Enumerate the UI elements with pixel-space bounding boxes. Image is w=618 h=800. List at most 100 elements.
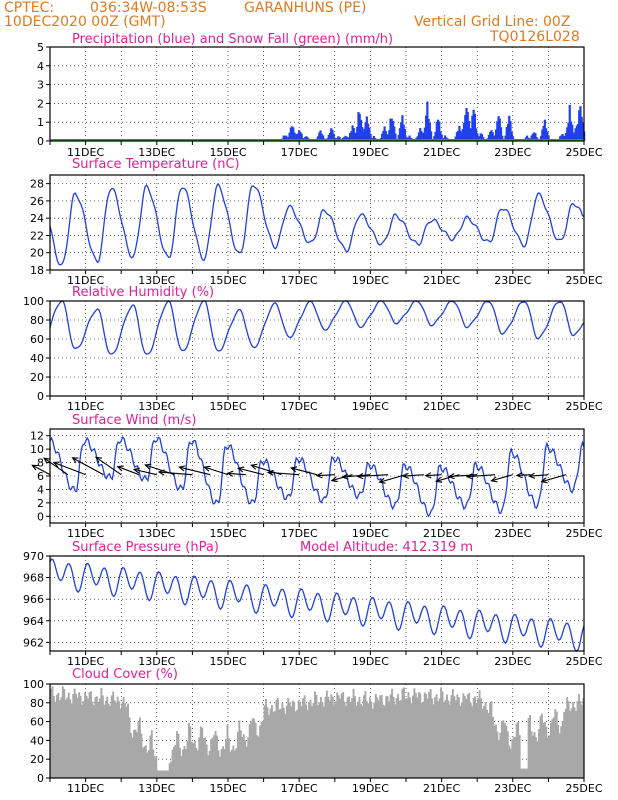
x-tick-label: 21DEC — [423, 274, 460, 287]
cloud-bar — [336, 692, 339, 778]
precip-bar — [497, 116, 500, 141]
cloud-bar — [578, 694, 580, 778]
cloud-bar — [121, 703, 124, 778]
y-tick-label: 20 — [30, 371, 44, 384]
cloud-bar — [73, 688, 76, 778]
cloud-bar — [94, 697, 97, 778]
x-tick-label: 23DEC — [494, 782, 531, 795]
precip-bar — [328, 132, 332, 141]
cloud-bar — [422, 701, 425, 778]
x-tick-label: 21DEC — [423, 655, 460, 668]
panel-title-wind: Surface Wind (m/s) — [72, 413, 196, 428]
cloud-bar — [407, 692, 410, 778]
cloud-bar — [109, 705, 112, 778]
cloud-bar — [394, 704, 397, 778]
precip-bar — [368, 127, 371, 141]
precip-bar — [358, 113, 361, 141]
cloud-bar — [50, 688, 52, 778]
cloud-bar — [408, 697, 411, 778]
cloud-bar — [349, 702, 352, 778]
wind-vector-head — [330, 476, 338, 483]
panel-title-precip: Precipitation (blue) and Snow Fall (gree… — [72, 32, 393, 47]
cloud-bar — [100, 687, 103, 778]
precip-bar — [316, 136, 320, 141]
cloud-bar — [441, 691, 444, 778]
y-tick-label: 12 — [30, 430, 44, 443]
cloud-bar — [561, 721, 564, 778]
cloud-bar — [450, 695, 453, 778]
cloud-bar — [558, 733, 561, 778]
cloud-bar — [210, 739, 213, 778]
cloud-bar — [370, 701, 373, 778]
cloud-bar — [492, 716, 494, 778]
precip-bar — [464, 115, 467, 141]
cloud-bar — [456, 694, 459, 778]
precip-bar — [300, 133, 303, 141]
cloud-bar — [543, 722, 546, 778]
cloud-bar — [171, 749, 174, 778]
cloud-bar — [219, 756, 221, 778]
cloud-bar — [124, 702, 127, 778]
precip-bar — [290, 126, 294, 141]
cloud-bar — [434, 696, 437, 778]
cloud-bar — [222, 746, 224, 778]
cloud-bar — [296, 709, 299, 778]
precip-bar — [350, 131, 353, 141]
wind-vector — [467, 474, 496, 478]
cloud-bar — [576, 700, 579, 778]
precip-bar — [288, 132, 291, 141]
y-tick-label: 80 — [30, 697, 44, 710]
precip-bar — [459, 130, 462, 141]
x-tick-label: 23DEC — [494, 527, 531, 540]
cloud-bar — [251, 718, 254, 778]
cloud-bar — [311, 706, 313, 778]
cloud-bar — [379, 695, 382, 778]
cloud-bar — [81, 704, 84, 778]
cloud-bar — [195, 747, 198, 778]
precip-bar — [426, 101, 429, 141]
x-tick-label: 25DEC — [565, 274, 602, 287]
x-tick-label: 11DEC — [67, 527, 104, 540]
precip-bar — [427, 118, 430, 141]
cloud-bar — [564, 709, 567, 778]
cloud-bar — [469, 702, 472, 778]
precip-bar — [398, 128, 402, 141]
cloud-bar — [55, 694, 58, 778]
cloud-bar — [327, 696, 330, 778]
cloud-bar — [95, 696, 98, 778]
cloud-bar — [535, 737, 537, 778]
cloud-bar — [466, 694, 469, 778]
cloud-bar — [509, 748, 512, 778]
precip-bar — [490, 130, 493, 141]
cloud-bar — [112, 691, 115, 778]
cloud-bar — [202, 738, 205, 778]
cloud-bar — [383, 705, 386, 778]
wind-vector-head — [236, 466, 245, 473]
cloud-bar — [557, 725, 560, 778]
wind-vector — [117, 466, 140, 476]
wind-vector — [316, 474, 335, 477]
cloud-bar — [88, 692, 91, 778]
cloud-bar — [512, 736, 515, 778]
precip-bar — [547, 135, 550, 141]
cloud-bar — [386, 696, 389, 778]
precip-bar — [544, 128, 548, 141]
cloud-bar — [431, 698, 434, 778]
precip-bar — [575, 130, 578, 141]
y-tick-label: 10 — [30, 443, 44, 456]
cloud-bar — [500, 721, 503, 778]
precip-bar — [493, 135, 496, 141]
series-line-rh — [49, 300, 585, 355]
cloud-bar — [530, 731, 533, 778]
cloud-bar — [437, 701, 440, 778]
precip-bar — [391, 120, 395, 141]
cloud-bar — [273, 711, 276, 778]
wind-vector — [95, 456, 122, 476]
cloud-bar — [279, 708, 282, 778]
precip-bar — [508, 115, 511, 141]
cloud-bar — [401, 688, 404, 778]
cloud-bar — [483, 705, 486, 778]
precip-bar — [394, 133, 397, 141]
panel-frame-precip — [49, 46, 585, 142]
cloud-bar — [84, 692, 86, 778]
